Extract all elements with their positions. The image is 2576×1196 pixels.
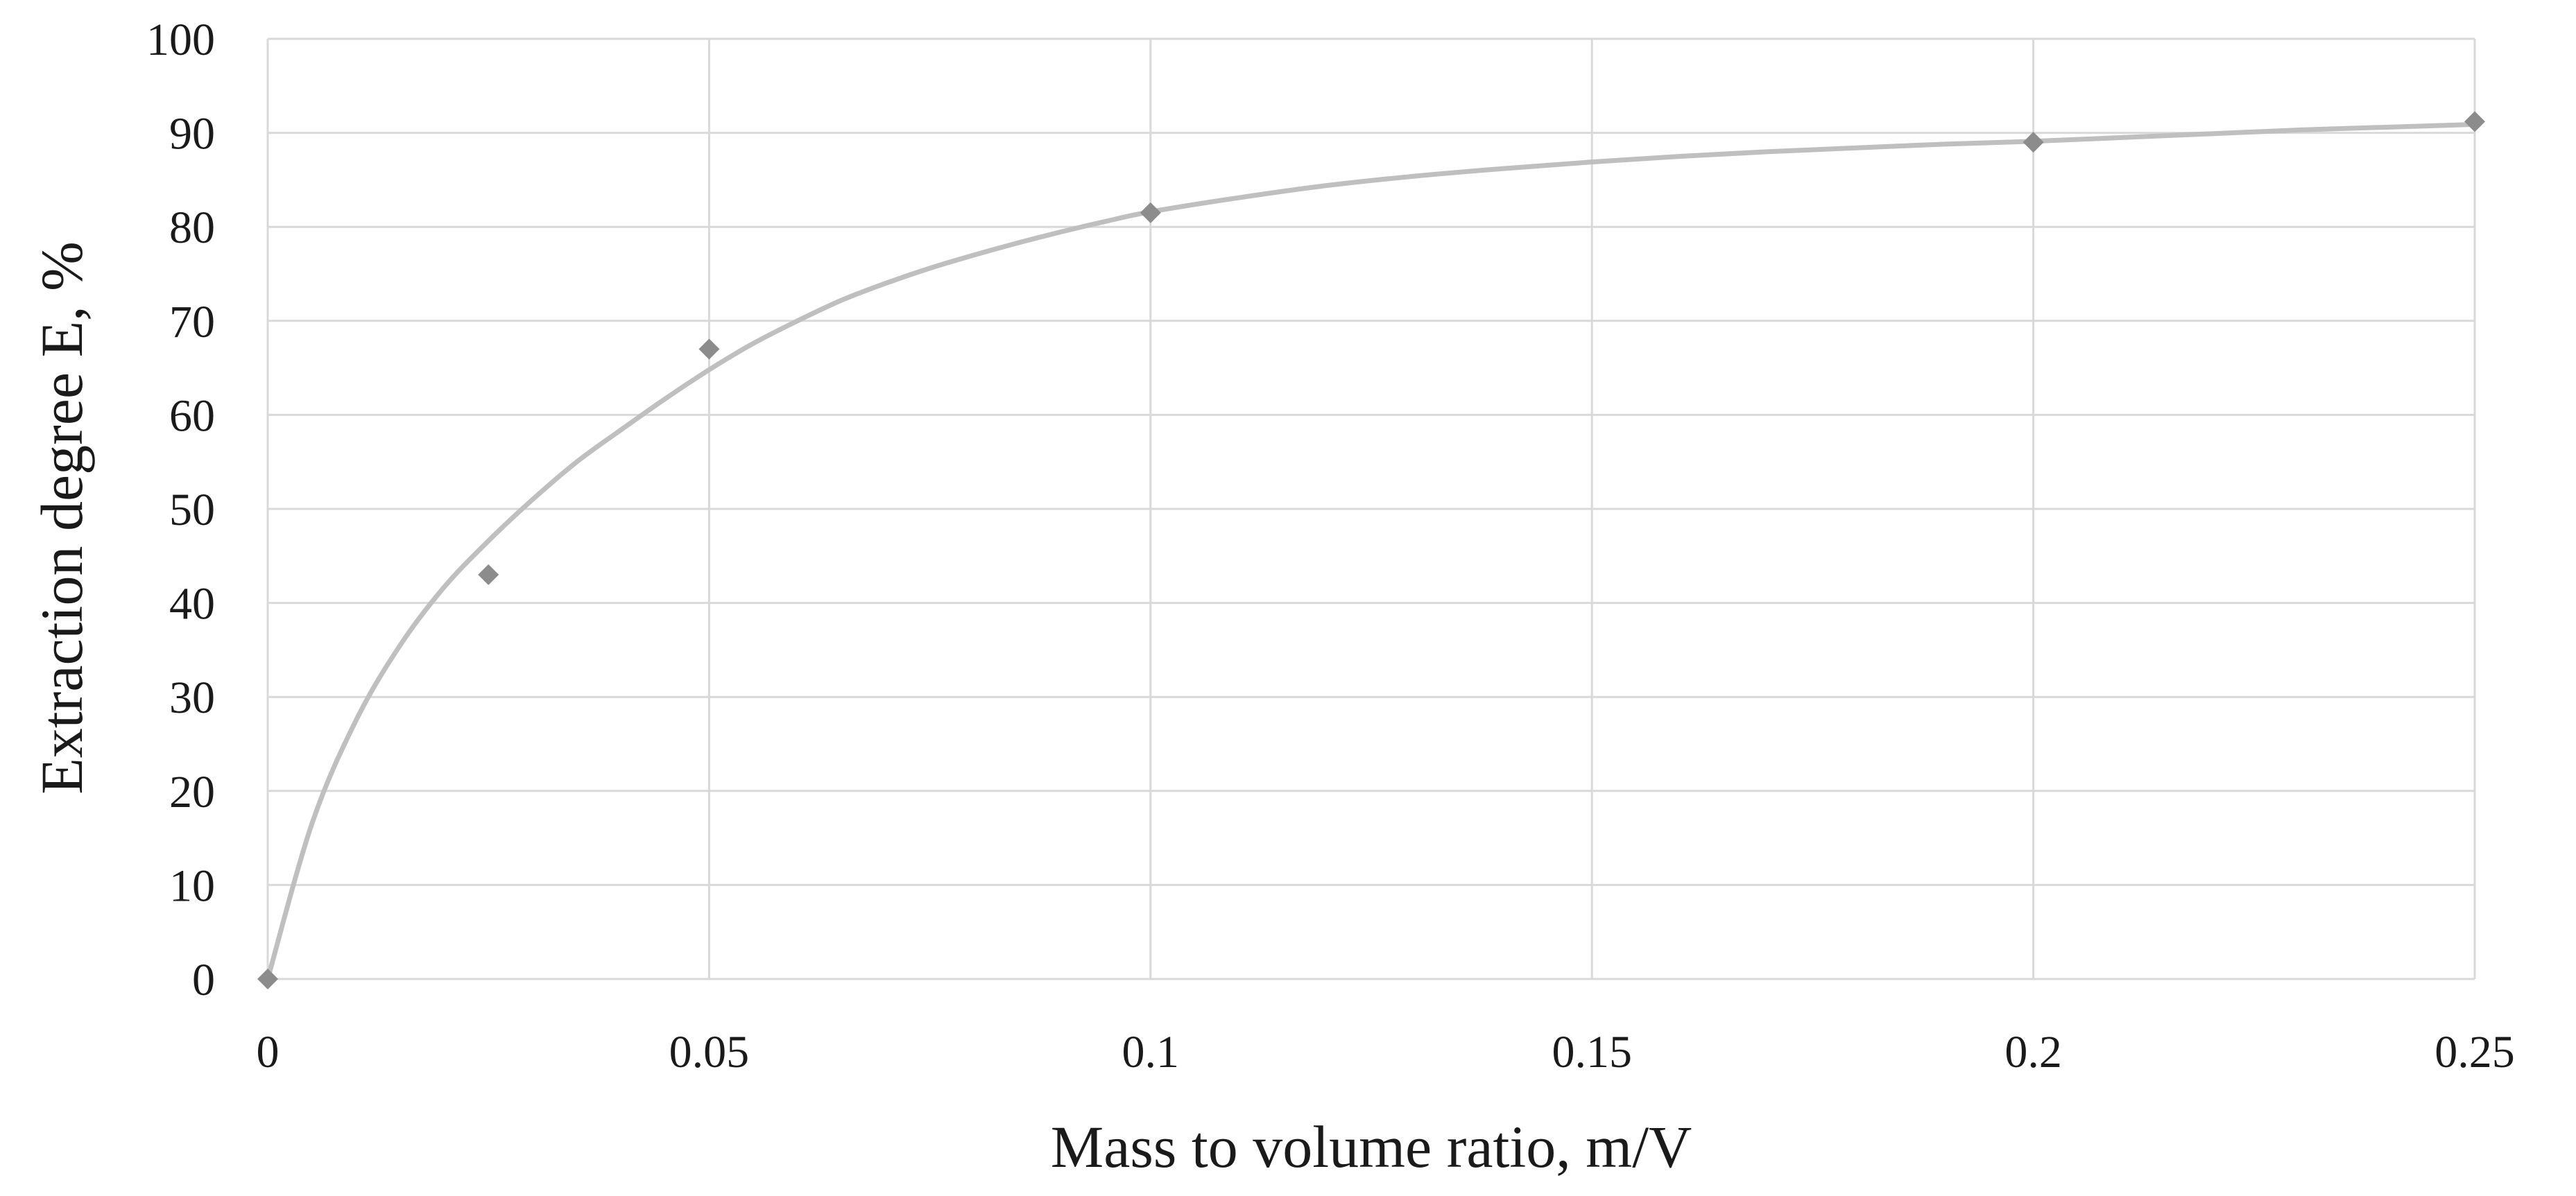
x-tick-label: 0.1 [1122,1027,1180,1077]
y-tick-label: 0 [192,955,215,1005]
y-tick-label: 30 [169,673,215,723]
y-tick-label: 70 [169,297,215,347]
data-point-marker [1140,202,1161,223]
y-tick-label: 40 [169,579,215,630]
y-tick-label: 100 [146,15,215,65]
x-tick-label: 0.15 [1552,1027,1632,1077]
y-tick-label: 50 [169,485,215,535]
x-tick-label: 0.05 [669,1027,750,1077]
x-tick-label: 0 [257,1027,280,1077]
y-axis-title: Extraction degree E, % [28,241,95,795]
x-tick-label: 0.25 [2435,1027,2515,1077]
y-tick-label: 80 [169,202,215,253]
y-tick-label: 20 [169,767,215,817]
series-layer [257,111,2485,989]
model-curve-line [265,121,2478,982]
x-axis-title: Mass to volume ratio, m/V [1051,1113,1692,1180]
x-tick-label: 0.2 [2004,1027,2062,1077]
y-tick-label: 60 [169,390,215,441]
data-point-marker [698,338,720,360]
y-tick-label: 90 [169,109,215,159]
data-point-marker [478,564,499,585]
data-point-marker [2023,132,2044,153]
data-point-marker [257,969,278,989]
grid-layer [266,37,2476,980]
y-tick-label: 10 [169,860,215,911]
data-point-marker [2464,111,2485,132]
tick-label-layer: 0 10 20 30 40 50 60 70 80 90 100 0 0.05 0.1 0.15 0.2 0.2… [146,15,2515,1077]
